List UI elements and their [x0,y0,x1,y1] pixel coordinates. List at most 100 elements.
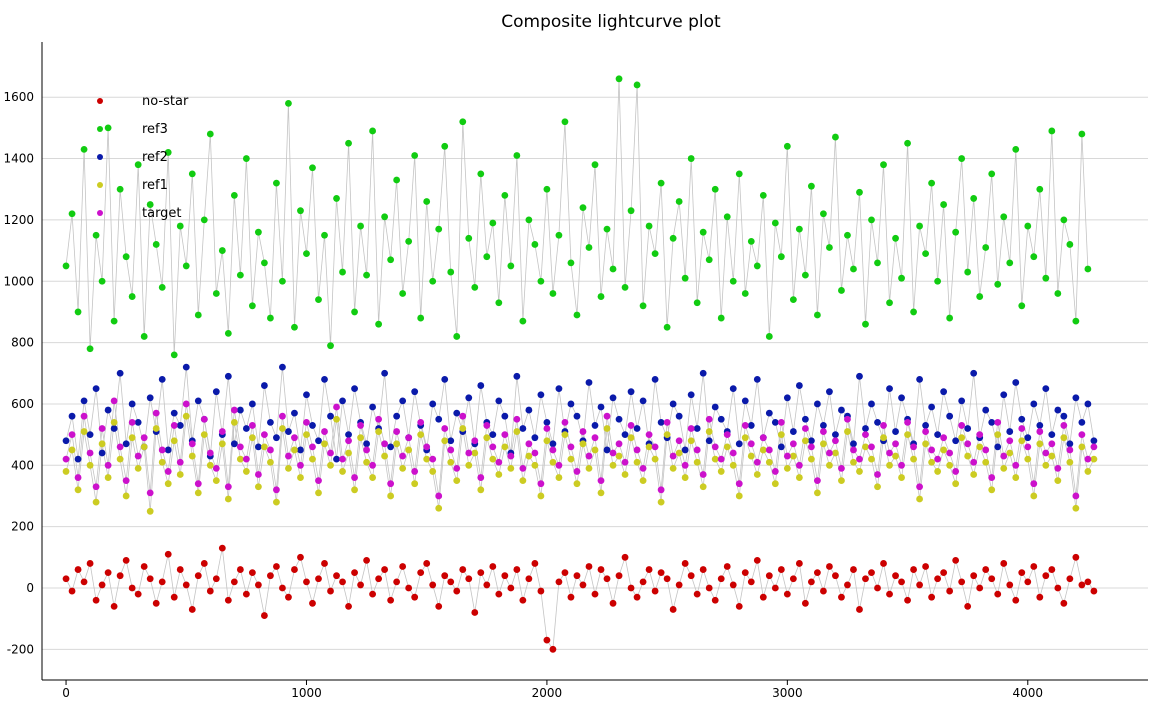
data-point-ref2 [327,412,334,420]
data-point-ref1 [663,431,671,439]
data-point-no-star [537,587,545,595]
data-point-ref2 [182,363,190,371]
data-point-target [267,446,274,454]
data-point-ref2 [591,422,599,429]
data-point-ref1 [254,483,262,491]
data-point-target [838,464,845,472]
data-point-ref1 [1084,468,1092,475]
data-point-ref1 [880,434,887,442]
data-point-target [230,406,238,414]
data-point-ref3 [639,302,647,310]
data-point-no-star [423,560,431,567]
data-point-target [976,431,984,439]
data-point-no-star [224,596,232,604]
data-point-ref3 [579,204,587,212]
data-point-ref2 [315,437,322,445]
data-point-ref2 [970,369,978,377]
data-point-ref2 [1024,434,1032,442]
data-point-target [495,458,503,466]
data-point-target [603,412,611,420]
y-tick-label: 800 [11,336,34,350]
data-point-ref2 [441,376,449,383]
y-tick-label: 1600 [3,90,34,104]
data-point-no-star [1042,572,1050,580]
data-point-no-star [940,569,948,577]
data-point-ref3 [74,308,82,316]
data-point-ref2 [814,400,821,408]
data-point-ref2 [771,418,779,426]
data-point-ref2 [747,422,755,429]
data-point-ref1 [170,437,178,445]
legend-label-ref2: ref2 [142,150,168,165]
data-point-ref3 [411,152,419,159]
data-point-target [886,449,893,457]
data-point-target [717,455,725,463]
data-point-ref2 [134,418,142,426]
data-point-ref3 [164,149,172,156]
data-point-ref1 [1042,461,1050,469]
data-point-ref3 [297,207,304,215]
data-point-ref1 [345,449,352,457]
data-point-no-star [1078,581,1086,589]
data-point-ref1 [507,464,515,472]
data-point-target [315,477,322,485]
data-point-target [375,415,383,423]
data-point-ref3 [753,262,761,270]
data-point-ref3 [273,179,280,187]
data-point-ref1 [164,480,172,488]
data-point-no-star [212,575,220,583]
data-point-no-star [543,636,551,644]
data-point-target [862,431,869,439]
data-point-ref3 [675,198,683,205]
data-point-ref2 [435,415,443,423]
data-point-no-star [92,596,100,604]
data-point-ref3 [958,155,966,162]
data-point-ref1 [525,452,533,460]
data-point-ref2 [1000,391,1008,399]
data-point-no-star [807,578,815,586]
data-point-ref1 [807,455,815,463]
data-point-target [1012,461,1020,469]
data-point-ref3 [988,170,996,178]
data-point-target [158,446,166,454]
series-line-ref1 [65,416,1095,512]
data-point-ref3 [783,142,791,150]
data-point-ref2 [988,418,996,426]
legend-label-target: target [142,206,182,221]
data-point-no-star [525,575,533,583]
data-point-no-star [561,569,569,577]
data-point-no-star [68,587,76,595]
data-point-no-star [140,563,148,570]
data-point-ref3 [507,262,515,270]
data-point-ref2 [248,400,256,408]
data-point-ref3 [267,314,274,322]
legend-label-ref3: ref3 [142,122,168,137]
data-point-ref3 [212,290,220,297]
data-point-ref2 [603,446,611,454]
data-point-target [964,440,972,448]
data-point-target [868,443,875,451]
data-point-no-star [399,563,407,570]
data-point-ref3 [765,333,773,340]
data-point-ref1 [236,455,244,463]
data-point-no-star [627,584,635,592]
data-point-ref3 [140,333,148,340]
data-point-ref3 [152,241,160,248]
data-point-no-star [321,560,328,567]
data-point-ref2 [783,394,791,402]
data-point-ref1 [110,418,118,426]
data-point-ref3 [627,207,635,215]
data-point-ref3 [501,191,509,199]
data-point-ref2 [224,372,232,380]
data-point-ref1 [687,437,695,445]
data-point-ref1 [765,458,773,466]
data-point-ref2 [735,440,743,448]
data-point-ref3 [952,228,960,236]
data-point-ref1 [134,464,142,472]
data-point-target [699,471,707,478]
data-point-no-star [982,566,990,573]
legend-label-ref1: ref1 [142,178,168,193]
data-point-ref1 [916,495,923,503]
data-point-target [531,449,539,457]
data-point-ref2 [74,455,82,463]
